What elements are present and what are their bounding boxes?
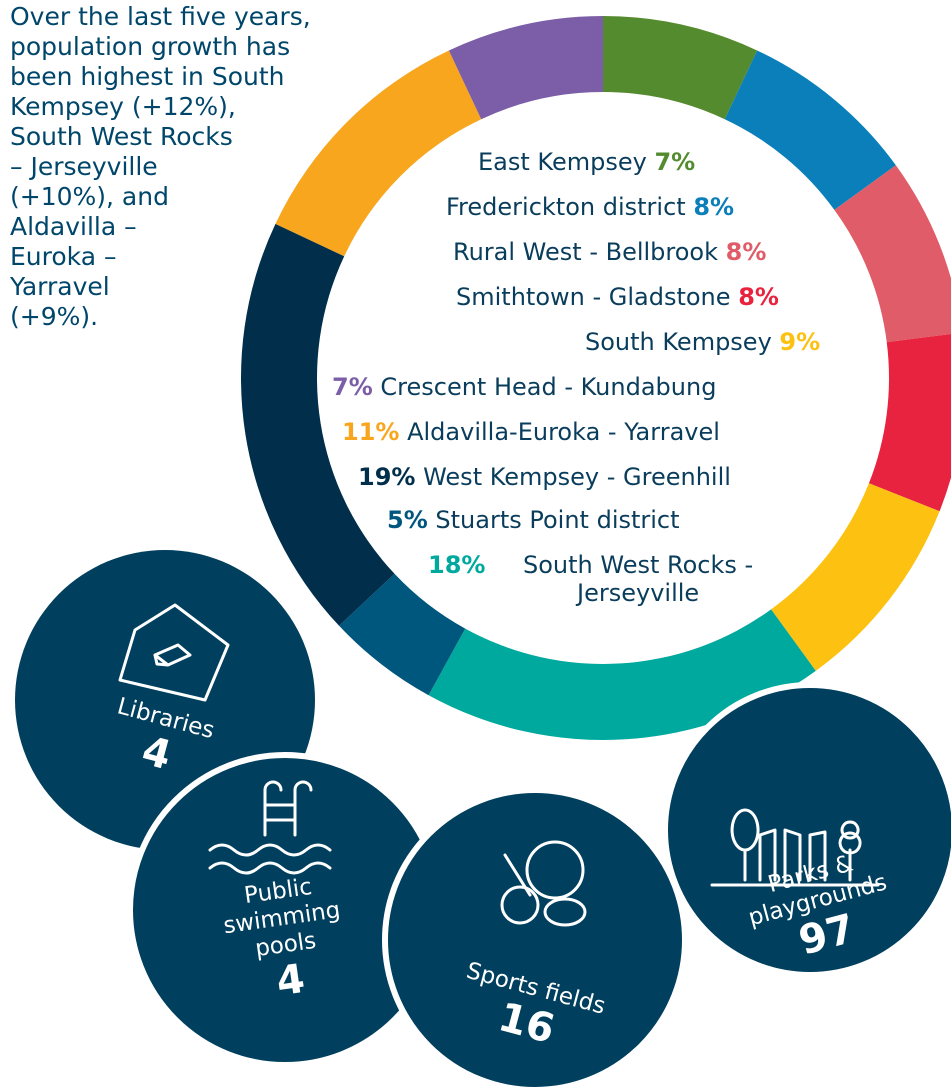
- ball-icon: [500, 885, 540, 925]
- donut-segment: [275, 50, 482, 257]
- donut-segment: [603, 16, 758, 120]
- segment-label: 5% Stuarts Point district: [387, 506, 680, 534]
- ball-icon: [525, 840, 585, 900]
- segment-label: 7% Crescent Head - Kundabung: [332, 373, 716, 401]
- paragraph-line: Over the last five years,: [10, 2, 311, 31]
- ball-icon: [543, 897, 587, 927]
- donut-segment: [240, 223, 395, 626]
- paragraph-line: – Jerseyville: [10, 152, 158, 181]
- park-icon: [710, 808, 880, 887]
- category-name: Crescent Head - Kundabung: [380, 373, 717, 401]
- category-name: Rural West - Bellbrook: [453, 238, 719, 266]
- paragraph-line: (+10%), and: [10, 182, 169, 211]
- paragraph-line: Yarravel: [10, 272, 110, 301]
- category-name: West Kempsey - Greenhill: [423, 463, 731, 491]
- value-label: 11%: [342, 418, 400, 446]
- donut-segment: [339, 573, 466, 696]
- paragraph-line: population growth has: [10, 32, 291, 61]
- category-name: Stuarts Point district: [435, 506, 680, 534]
- segment-label: Frederickton district 8%: [446, 193, 734, 221]
- donut-segment: [724, 50, 896, 210]
- value-label: 19%: [358, 463, 416, 491]
- donut-segment: [868, 334, 951, 512]
- sports-circle: [382, 787, 688, 1091]
- category-name: Smithtown - Gladstone: [456, 283, 731, 311]
- value-label: 8%: [725, 238, 767, 266]
- ladder-icon: [263, 780, 313, 837]
- paragraph-line: Euroka –: [10, 242, 117, 271]
- donut-segment: [834, 165, 951, 343]
- segment-label: 11% Aldavilla-Euroka - Yarravel: [342, 418, 720, 446]
- category-name: Frederickton district: [446, 193, 686, 221]
- parks-circle: [662, 682, 951, 978]
- facility: Public swimming pools 4: [187, 866, 383, 1015]
- donut-segment: [428, 609, 816, 740]
- segment-label: 19% West Kempsey - Greenhill: [358, 463, 731, 491]
- category-name: Aldavilla-Euroka - Yarravel: [407, 418, 720, 446]
- donut-segment: [771, 483, 940, 671]
- bat-icon: [503, 853, 532, 897]
- segment-label: Rural West - Bellbrook 8%: [453, 238, 766, 266]
- wave-icon: [208, 843, 332, 875]
- segment-label: South Kempsey 9%: [585, 328, 820, 356]
- book-icon: [153, 643, 192, 667]
- paragraph-line: Aldavilla –: [10, 212, 137, 241]
- paragraph-line: South West Rocks: [10, 122, 233, 151]
- segment-label: Smithtown - Gladstone 8%: [456, 283, 779, 311]
- value-label: 9%: [779, 328, 821, 356]
- value-label: 18%: [428, 551, 486, 579]
- category-name: East Kempsey: [478, 148, 647, 176]
- paragraph-line: (+9%).: [10, 302, 99, 331]
- library-icon: [118, 603, 230, 702]
- intro-paragraph: Over the last five years, population grow…: [10, 2, 311, 332]
- value-label: 8%: [738, 283, 779, 311]
- paragraph-line: been highest in South: [10, 62, 285, 91]
- value-label: 8%: [693, 193, 735, 221]
- donut-segment: [448, 16, 603, 120]
- category-name: South Kempsey: [585, 328, 772, 356]
- segment-label: 18% South West Rocks - Jerseyville: [428, 551, 783, 607]
- value-label: 5%: [387, 506, 428, 534]
- segment-label: East Kempsey 7%: [478, 148, 695, 176]
- value-label: 7%: [332, 373, 373, 401]
- value-label: 7%: [654, 148, 696, 176]
- category-name: South West Rocks - Jerseyville: [523, 551, 754, 607]
- paragraph-line: Kempsey (+12%),: [10, 92, 236, 121]
